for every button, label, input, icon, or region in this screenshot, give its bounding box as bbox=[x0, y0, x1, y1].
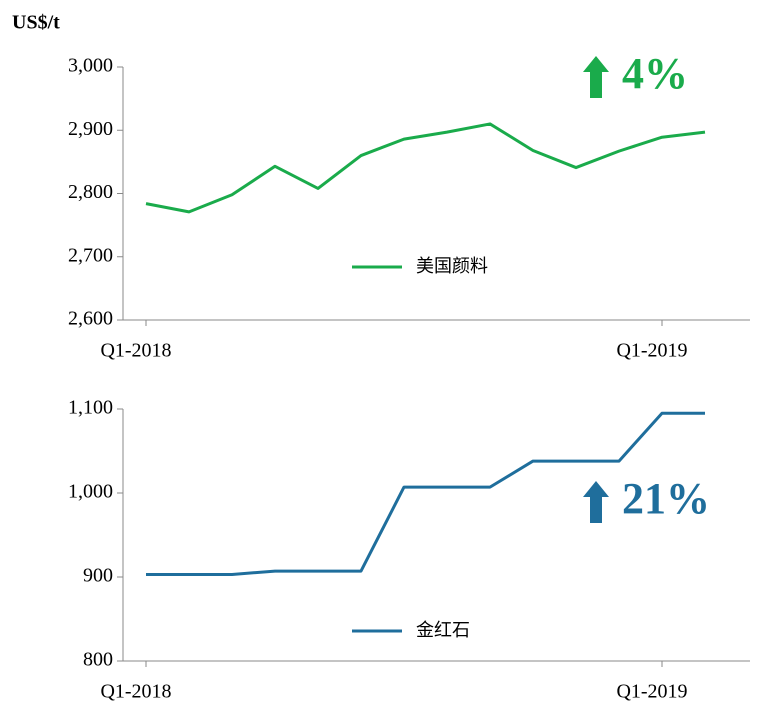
legend-label: 美国颜料 bbox=[416, 256, 488, 277]
y-tick-label: 2,600 bbox=[68, 308, 113, 330]
y-tick-label: 1,000 bbox=[68, 481, 113, 503]
x-tick-label: Q1-2018 bbox=[100, 340, 171, 362]
legend-label: 金红石 bbox=[416, 620, 470, 641]
annotation: 21% bbox=[622, 474, 710, 523]
x-tick-label: Q1-2018 bbox=[100, 681, 171, 703]
y-tick-label: 2,800 bbox=[68, 181, 113, 203]
arrow-icon bbox=[583, 56, 609, 98]
data-line bbox=[146, 411, 705, 576]
data-line bbox=[145, 122, 706, 214]
annotation: 4% bbox=[622, 49, 688, 98]
y-tick-label: 1,100 bbox=[68, 397, 113, 419]
y-axis-label: US$/t bbox=[12, 12, 60, 34]
y-tick-label: 3,000 bbox=[68, 55, 113, 77]
y-tick-label: 800 bbox=[83, 649, 113, 671]
x-tick-label: Q1-2019 bbox=[616, 681, 687, 703]
y-tick-label: 900 bbox=[83, 565, 113, 587]
x-tick-label: Q1-2019 bbox=[616, 340, 687, 362]
y-tick-label: 2,700 bbox=[68, 244, 113, 266]
y-tick-label: 2,900 bbox=[68, 118, 113, 140]
arrow-icon bbox=[583, 481, 609, 523]
